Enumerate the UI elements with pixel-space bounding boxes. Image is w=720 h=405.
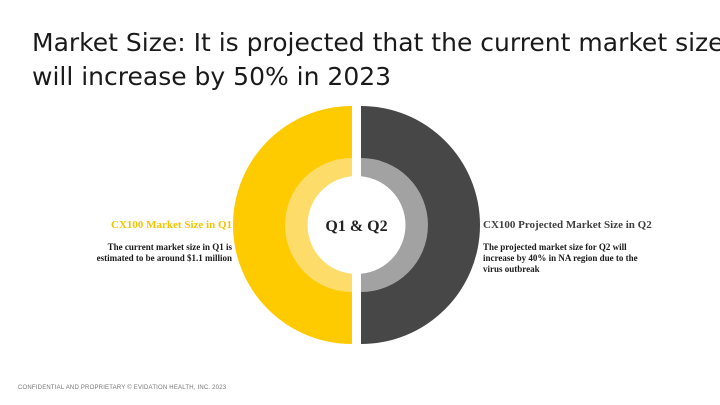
slide-title: Market Size: It is projected that the cu…	[32, 26, 720, 94]
q2-body-line-2: increase by 40% in NA region due to the	[483, 253, 638, 263]
slide-title-line-1: Market Size: It is projected that the cu…	[32, 28, 720, 57]
q2-description: CX100 Projected Market Size in Q2 The pr…	[483, 219, 683, 275]
q1-body-line-1: The current market size in Q1 is	[107, 242, 232, 252]
q1-heading: CX100 Market Size in Q1	[111, 219, 232, 231]
center-label: Q1 & Q2	[325, 218, 387, 235]
q2-body-line-1: The projected market size for Q2 will	[483, 242, 627, 252]
q1-body-line-2: estimated to be around $1.1 million	[96, 253, 232, 263]
q1-description: CX100 Market Size in Q1 The current mark…	[60, 219, 232, 264]
q1-body: The current market size in Q1 is estimat…	[60, 242, 232, 264]
q2-body-line-3: virus outbreak	[483, 264, 540, 274]
slide-title-line-2: will increase by 50% in 2023	[32, 62, 392, 91]
center-circle	[307, 176, 406, 274]
q2-heading: CX100 Projected Market Size in Q2	[483, 219, 652, 231]
q2-body: The projected market size for Q2 will in…	[483, 242, 683, 275]
confidentiality-footer: CONFIDENTIAL AND PROPRIETARY © EVIDATION…	[18, 385, 227, 391]
